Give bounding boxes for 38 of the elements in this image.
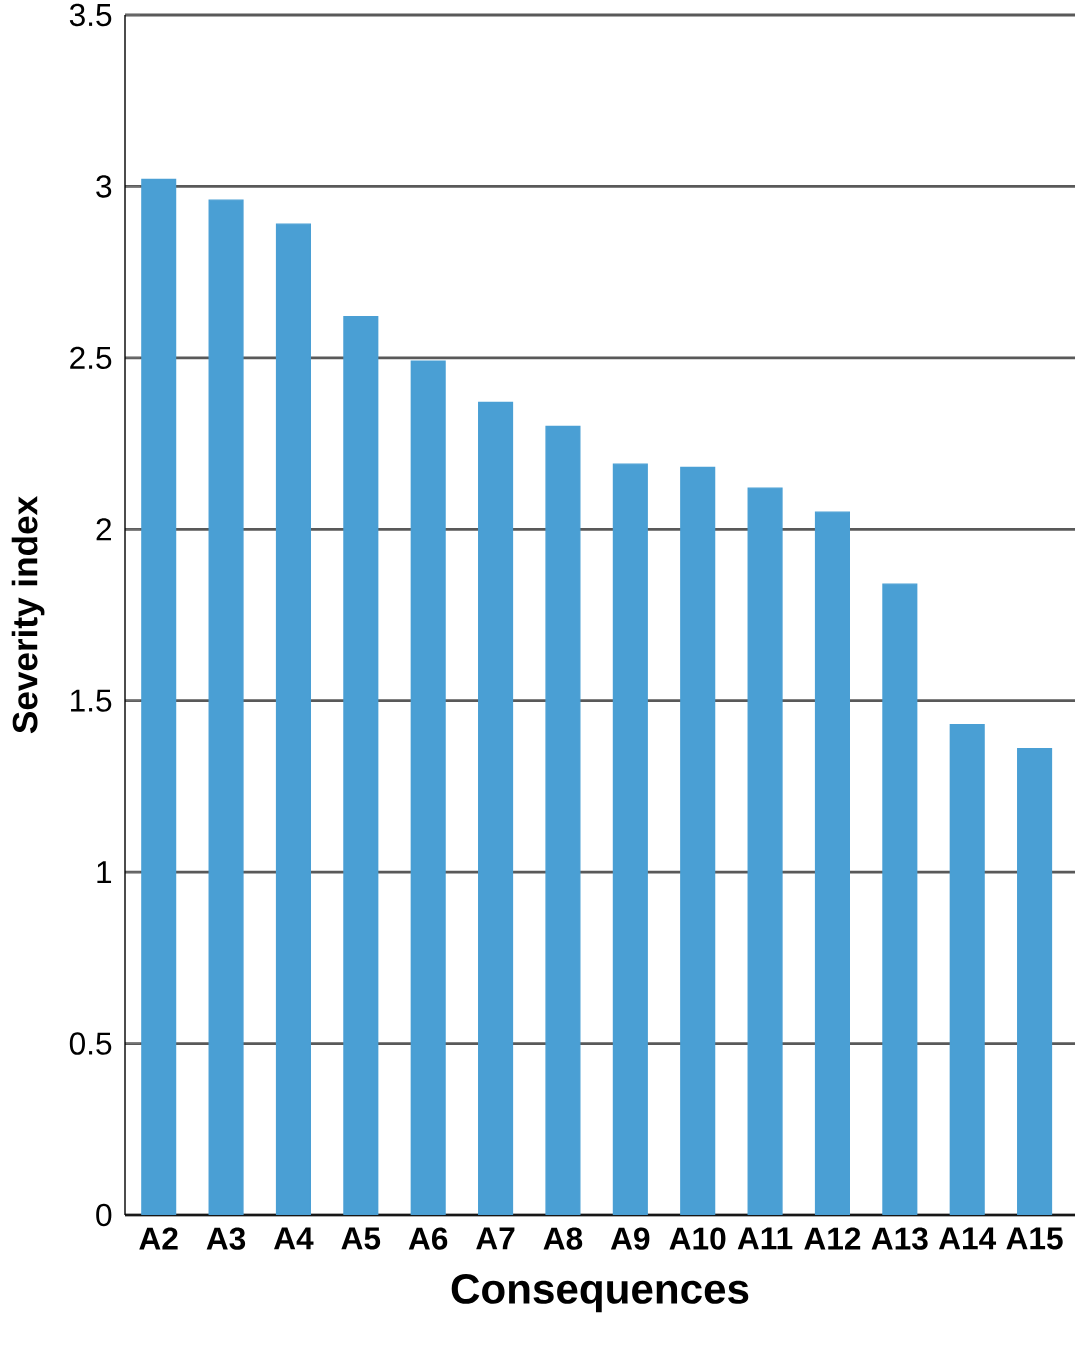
x-tick-label: A10 [669,1227,726,1250]
y-tick-label: 1.5 [71,689,112,712]
bar [275,223,311,1215]
bar [747,487,783,1215]
y-tick-label: 1 [97,861,112,884]
x-tick-label: A12 [804,1227,861,1250]
x-tick-label: A2 [139,1227,178,1250]
bar [478,401,514,1215]
y-tick-label: 2 [96,518,111,541]
y-axis-title: Severity index [11,496,45,734]
x-tick-label: A4 [274,1227,314,1250]
x-tick-label: A6 [408,1227,448,1250]
bar [1017,748,1053,1215]
x-tick-label: A9 [610,1227,650,1250]
x-tick-label: A15 [1006,1227,1063,1250]
bar [680,466,716,1215]
bar [814,511,851,1215]
bar [545,425,581,1215]
y-tick-label: 0.5 [69,1032,112,1055]
x-tick-label: A14 [938,1227,997,1250]
bar [410,360,446,1215]
x-tick-label: A5 [341,1227,381,1250]
bar [612,463,648,1215]
bar [882,583,918,1215]
x-tick-label: A11 [737,1227,793,1250]
x-tick-label: A13 [871,1227,928,1250]
bar [208,199,244,1215]
y-tick-label: 2.5 [70,346,112,370]
y-tick-label: 3.5 [69,3,112,27]
x-tick-label: A3 [206,1227,246,1250]
x-tick-label: A8 [543,1227,583,1250]
bar [141,178,177,1215]
bar [343,316,379,1215]
x-tick-label: A7 [476,1227,515,1250]
y-tick-label: 3 [96,175,112,198]
bar [949,723,985,1215]
x-axis-title: Consequences [451,1274,749,1313]
y-tick-label: 0 [96,1203,112,1227]
